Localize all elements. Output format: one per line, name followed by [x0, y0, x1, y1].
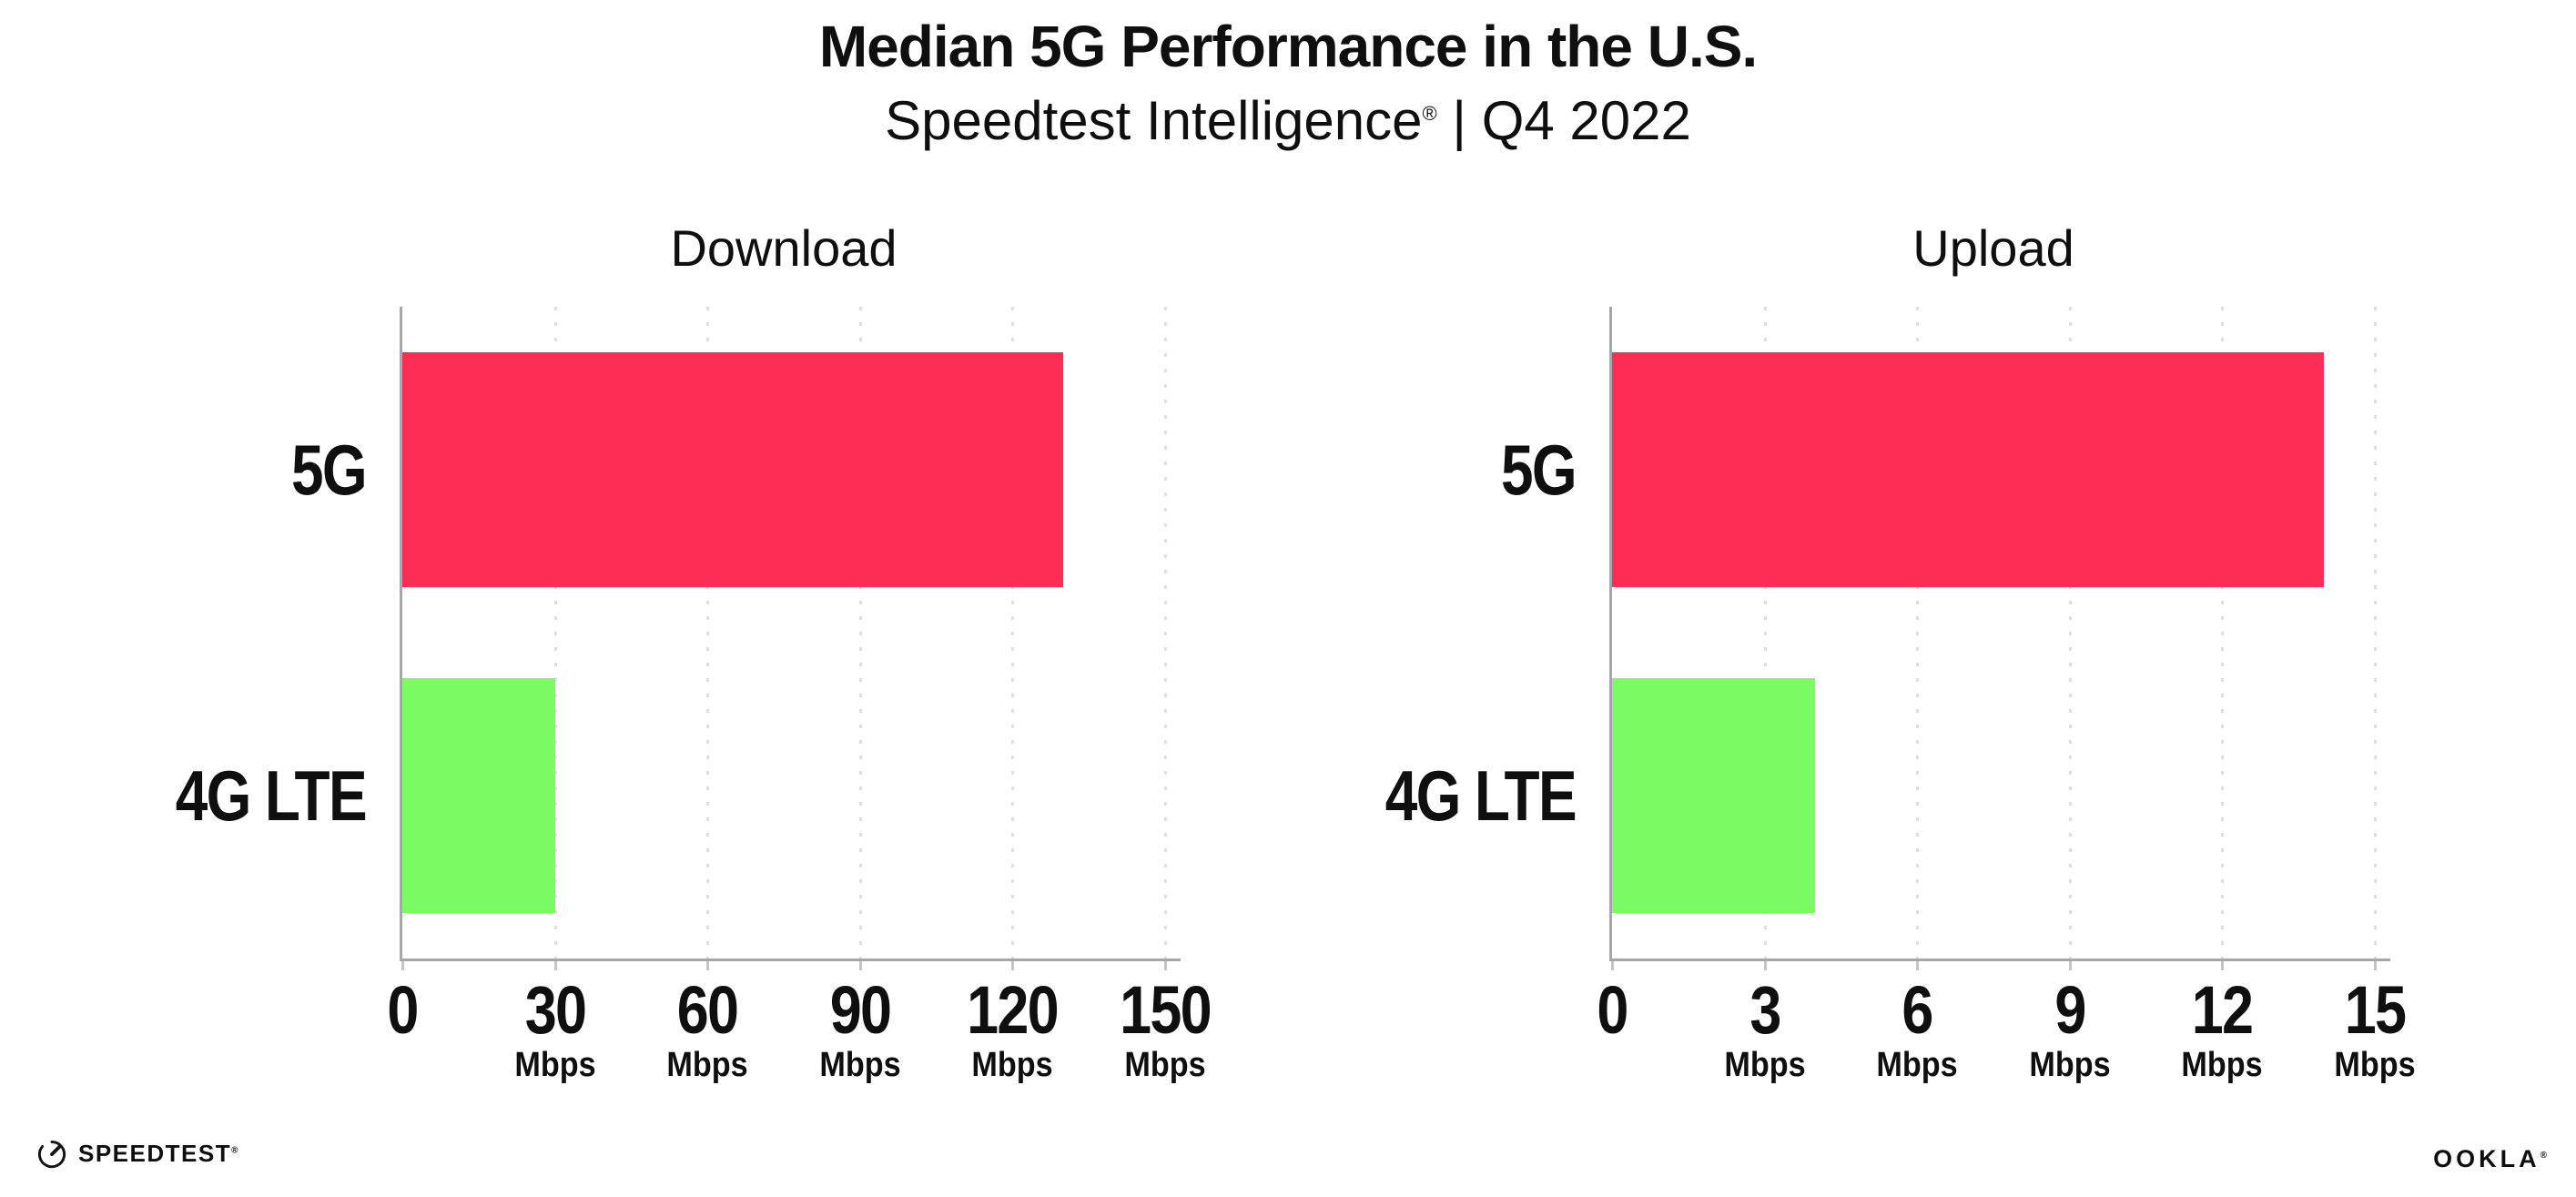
- tick-mark-download-30: [553, 961, 557, 970]
- gridline-upload-15: [2374, 307, 2377, 959]
- y-axis-upload: [1609, 307, 1612, 959]
- tick-mark-download-0: [401, 961, 404, 970]
- gridline-upload-3: [1763, 307, 1767, 959]
- page-title: Median 5G Performance in the U.S.: [818, 14, 1758, 79]
- tick-unit-upload-9: Mbps: [2029, 1046, 2111, 1084]
- x-axis-upload: [1609, 959, 2390, 961]
- tick-mark-download-150: [1164, 961, 1167, 970]
- ookla-registered-icon: ®: [2540, 1151, 2547, 1161]
- y-axis-download: [400, 307, 402, 959]
- tick-mark-upload-12: [2221, 961, 2225, 970]
- gridline-download-30: [553, 307, 557, 959]
- tick-label-upload-15: 15: [2344, 972, 2407, 1048]
- tick-unit-upload-12: Mbps: [2181, 1046, 2264, 1084]
- ookla-logo: OOKLA®: [2433, 1145, 2547, 1173]
- chart-title-download: Download: [670, 219, 898, 277]
- tick-unit-download-60: Mbps: [666, 1046, 748, 1084]
- chart-title-upload: Upload: [1912, 219, 2074, 277]
- bar-upload-5g: [1612, 352, 2325, 587]
- tick-label-upload-9: 9: [2054, 972, 2086, 1048]
- gridline-download-90: [858, 307, 862, 959]
- gridline-download-150: [1164, 307, 1167, 959]
- tick-label-upload-0: 0: [1597, 972, 1628, 1048]
- speedtest-wordmark: SPEEDTEST®: [78, 1140, 239, 1168]
- bar-upload-4g-lte: [1612, 678, 1816, 913]
- tick-unit-upload-6: Mbps: [1876, 1046, 1958, 1084]
- tick-unit-upload-15: Mbps: [2334, 1046, 2416, 1084]
- tick-mark-upload-9: [2068, 961, 2072, 970]
- tick-label-upload-6: 6: [1902, 972, 1934, 1048]
- speedtest-gauge-icon: [37, 1141, 66, 1169]
- tick-mark-upload-0: [1611, 961, 1614, 970]
- page-subtitle: Speedtest Intelligence® | Q4 2022: [0, 89, 2576, 152]
- speedtest-logo: SPEEDTEST®: [36, 1138, 239, 1169]
- x-axis-download: [400, 959, 1181, 961]
- tick-mark-upload-6: [1916, 961, 1920, 970]
- gridline-download-60: [706, 307, 710, 959]
- tick-mark-download-120: [1011, 961, 1015, 970]
- tick-label-download-0: 0: [387, 972, 419, 1048]
- tick-unit-upload-3: Mbps: [1723, 1046, 1806, 1084]
- bar-download-5g: [402, 352, 1064, 587]
- subtitle-brand: Speedtest Intelligence: [885, 90, 1423, 151]
- tick-label-download-90: 90: [829, 972, 892, 1048]
- speedtest-registered-icon: ®: [231, 1144, 239, 1155]
- tick-unit-download-30: Mbps: [513, 1046, 596, 1084]
- ookla-text: OOKLA: [2433, 1145, 2541, 1172]
- subtitle-period: Q4 2022: [1481, 90, 1691, 151]
- category-label-upload-4g-lte: 4G LTE: [1384, 756, 1577, 836]
- tick-unit-download-90: Mbps: [819, 1046, 901, 1084]
- category-label-upload-5g: 5G: [1500, 430, 1577, 510]
- gridline-download-120: [1011, 307, 1015, 959]
- category-label-download-5g: 5G: [290, 430, 368, 510]
- tick-label-download-150: 150: [1120, 972, 1212, 1048]
- tick-label-download-60: 60: [676, 972, 739, 1048]
- bar-download-4g-lte: [402, 678, 555, 913]
- tick-label-download-120: 120: [967, 972, 1060, 1048]
- gridline-upload-12: [2221, 307, 2225, 959]
- speedtest-text: SPEEDTEST: [78, 1139, 232, 1167]
- tick-label-download-30: 30: [524, 972, 586, 1048]
- tick-label-upload-12: 12: [2192, 972, 2254, 1048]
- category-label-download-4g-lte: 4G LTE: [175, 756, 368, 836]
- tick-mark-upload-3: [1763, 961, 1767, 970]
- gridline-upload-6: [1916, 307, 1920, 959]
- subtitle-separator: |: [1436, 90, 1482, 151]
- registered-mark-icon: ®: [1422, 102, 1437, 125]
- tick-mark-upload-15: [2374, 961, 2377, 970]
- tick-unit-download-150: Mbps: [1124, 1046, 1206, 1084]
- tick-unit-download-120: Mbps: [971, 1046, 1054, 1084]
- tick-label-upload-3: 3: [1749, 972, 1781, 1048]
- tick-mark-download-90: [858, 961, 862, 970]
- gridline-upload-9: [2068, 307, 2072, 959]
- tick-mark-download-60: [706, 961, 710, 970]
